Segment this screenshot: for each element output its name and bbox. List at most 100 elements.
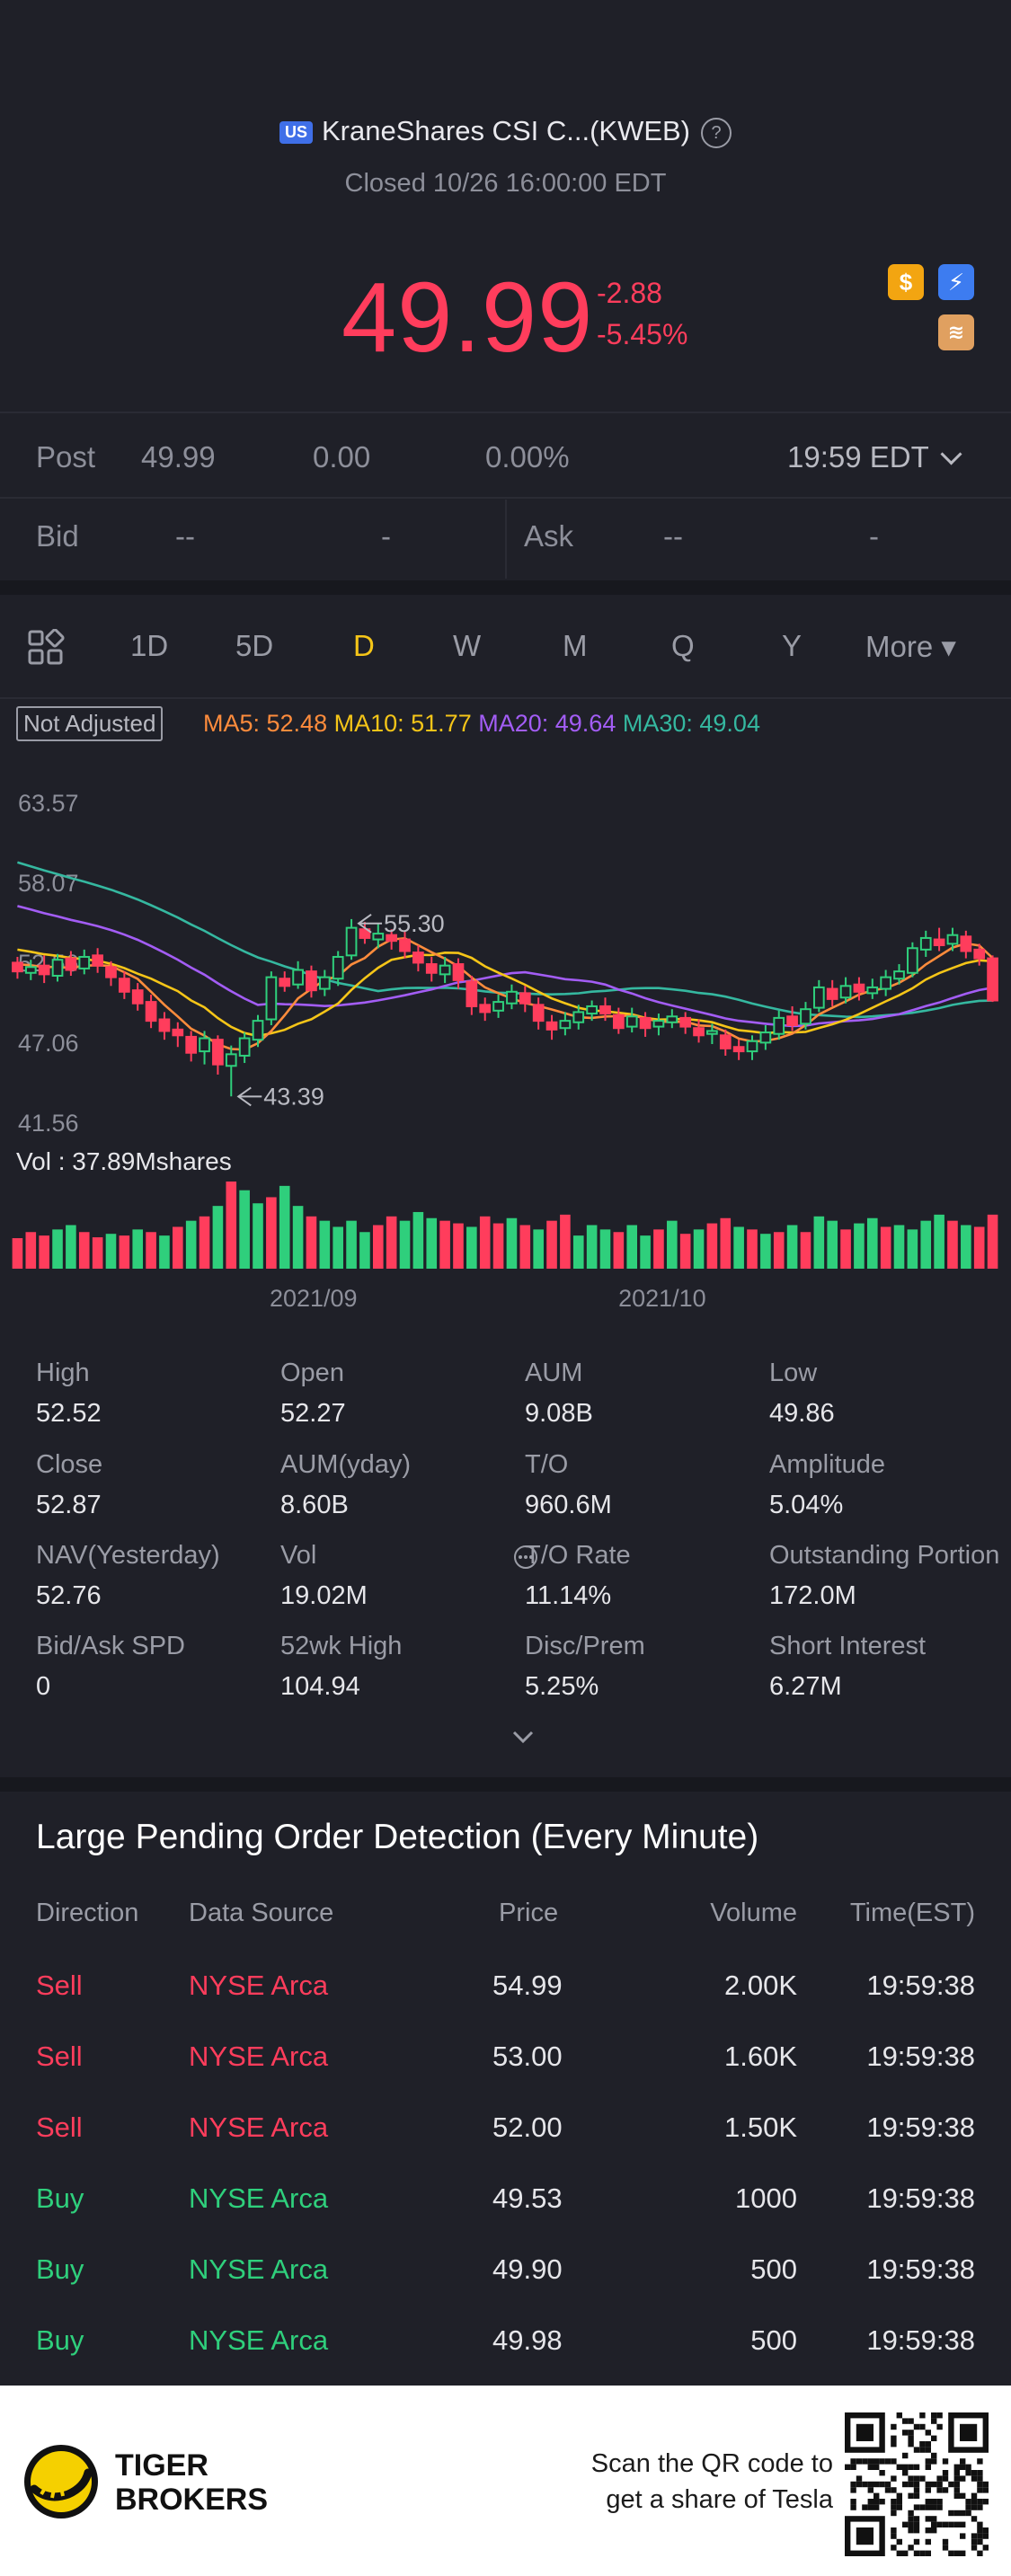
volume-bar [613,1232,625,1269]
volume-bar [720,1217,732,1269]
candle-body [265,976,278,1021]
volume-bar [279,1185,290,1269]
ma20-value: MA20: 49.64 [478,710,616,737]
volume-bar [893,1225,905,1269]
dollar-icon[interactable]: $ [888,264,924,300]
candle-body [359,928,371,939]
tab-1d[interactable]: 1D [130,629,169,662]
order-source: NYSE Arca [189,2324,329,2356]
candle-body [987,957,998,1002]
tab-w[interactable]: W [453,629,482,662]
volume-bar [266,1197,277,1269]
lightning-icon[interactable]: ⚡ [938,264,974,300]
y-axis-tick-label: 47.06 [18,1030,79,1057]
candle-body [252,1020,264,1041]
order-time: 19:59:38 [866,2111,975,2143]
candle-body [145,1001,157,1022]
brand-name: TIGER BROKERS [115,2448,268,2517]
candle-body [586,1005,598,1015]
tab-m[interactable]: M [563,629,588,662]
ma30-line [17,861,993,1019]
candle-body [119,978,130,993]
candle-body [332,955,344,980]
help-icon[interactable]: ? [701,117,732,148]
tab-y[interactable]: Y [782,629,803,662]
not-adjusted-toggle[interactable]: Not Adjusted [16,706,164,741]
candle-body [439,964,451,976]
volume-bar [679,1234,691,1269]
orders-title: Large Pending Order Detection (Every Min… [36,1818,759,1856]
volume-bar [39,1235,49,1269]
volume-bar [934,1214,944,1269]
candle-body [812,986,825,1009]
volume-bar [185,1220,197,1269]
order-volume: 1.60K [723,2040,797,2072]
order-volume: 2.00K [723,1970,797,2001]
order-price: 49.98 [492,2324,563,2356]
chevron-down-icon [940,443,962,465]
candle-body [65,957,77,971]
volume-bar [961,1225,971,1269]
volume-bar [306,1216,317,1269]
x-axis-tick-label: 2021/10 [618,1285,706,1312]
candle-body [599,1005,611,1015]
candle-body [919,936,932,951]
candle-body [800,1008,811,1025]
order-direction: Buy [36,2253,84,2285]
volume-bar [239,1190,250,1269]
volume-bar [66,1225,76,1269]
layers-icon[interactable]: ≋ [938,314,974,350]
divider [0,497,1011,499]
volume-bar [973,1226,985,1269]
order-volume: 1000 [735,2182,797,2214]
bidask-divider [505,500,507,579]
order-time: 19:59:38 [866,2253,975,2285]
volume-bar [706,1223,718,1269]
post-label: Post [36,440,96,474]
order-direction: Sell [36,2111,83,2143]
grid-icon[interactable] [27,628,65,671]
order-price: 49.53 [492,2182,563,2214]
bid-size: - [381,519,391,553]
stat-value-aum: 9.08B [525,1399,593,1428]
stat-value-52wk-high: 104.94 [280,1672,360,1701]
header-volume: Volume [710,1899,797,1927]
expand-chevron-icon[interactable] [510,1729,536,1751]
order-volume: 500 [750,2324,797,2356]
tab-more[interactable]: More ▾ [865,630,956,663]
stat-value-t-o: 960.6M [525,1491,612,1519]
brand-line-2: BROKERS [115,2483,269,2517]
volume-bar [907,1229,918,1269]
candle-body [172,1028,184,1037]
y-axis-tick-label: 63.57 [18,790,79,817]
stat-label-52wk-high: 52wk High [280,1632,403,1660]
volume-bar [866,1217,878,1269]
candle-body [306,970,317,992]
volume-bar [439,1220,450,1269]
candle-body [425,963,438,974]
ma-legend: MA5: 52.48 MA10: 51.77 MA20: 49.64 MA30:… [203,710,760,738]
candle-body [24,966,37,974]
candle-body [880,976,892,990]
tab-q[interactable]: Q [671,629,695,662]
stat-value-low: 49.86 [769,1399,835,1428]
ask-price: -- [663,519,683,553]
tab-5d[interactable]: 5D [235,629,274,662]
candle-body [732,1046,745,1053]
tab-d[interactable]: D [353,629,375,662]
market-status: Closed 10/26 16:00:00 EDT [344,169,667,198]
volume-bar [212,1206,224,1269]
order-price: 49.90 [492,2253,563,2285]
volume-bar [854,1223,865,1269]
volume-bar [226,1182,237,1269]
volume-bar [987,1214,998,1269]
post-time-selector[interactable]: 19:59 EDT [787,440,962,474]
volume-bar [359,1232,370,1269]
volume-bar [372,1225,384,1269]
more-info-icon[interactable] [512,1544,539,1575]
volume-bar [105,1234,117,1269]
candle-body [492,1001,504,1012]
candle-body [78,955,91,969]
order-direction: Buy [36,2182,84,2214]
